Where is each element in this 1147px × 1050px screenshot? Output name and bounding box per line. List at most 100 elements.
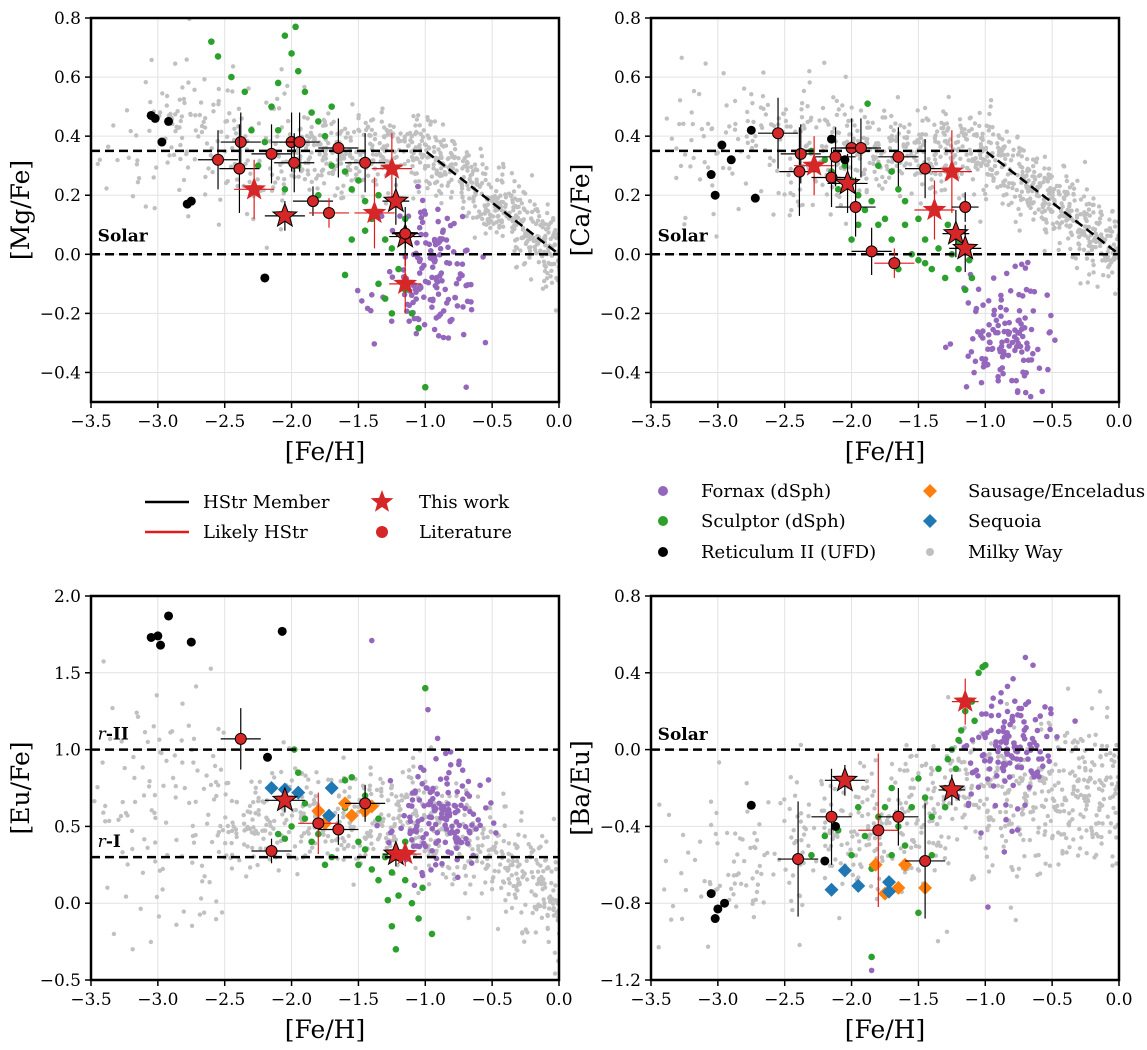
milky-way-point	[511, 208, 516, 213]
milky-way-point	[526, 842, 531, 847]
milky-way-point	[1042, 154, 1048, 159]
milky-way-point	[549, 869, 554, 874]
milky-way-point	[783, 867, 788, 872]
milky-way-point	[984, 854, 990, 859]
milky-way-point	[865, 797, 870, 802]
fornax-point	[477, 822, 484, 829]
fornax-point	[423, 831, 430, 837]
fornax-point	[975, 784, 982, 790]
milky-way-point	[532, 244, 537, 249]
milky-way-point	[864, 778, 869, 784]
milky-way-point	[421, 152, 426, 158]
milky-way-point	[483, 880, 488, 885]
milky-way-point	[1011, 147, 1016, 152]
milky-way-point	[529, 216, 534, 221]
milky-way-point	[147, 779, 152, 784]
sculptor-point	[288, 50, 295, 57]
fornax-point	[1003, 817, 1009, 823]
milky-way-point	[324, 161, 329, 166]
milky-way-point	[1042, 175, 1047, 181]
milky-way-point	[873, 758, 878, 763]
fornax-point	[443, 816, 450, 823]
milky-way-point	[151, 724, 156, 729]
fornax-point	[980, 751, 987, 758]
milky-way-point	[798, 742, 804, 748]
milky-way-point	[953, 161, 958, 166]
milky-way-point	[496, 213, 501, 219]
fornax-point	[1040, 763, 1046, 770]
milky-way-point	[129, 828, 135, 834]
milky-way-point	[411, 196, 416, 201]
milky-way-point	[541, 897, 546, 902]
milky-way-point	[439, 155, 444, 161]
milky-way-point	[195, 768, 200, 773]
sculptor-point	[281, 32, 289, 40]
milky-way-point	[1031, 805, 1036, 810]
milky-way-point	[1070, 791, 1076, 796]
milky-way-point	[980, 131, 985, 136]
milky-way-point	[432, 149, 437, 154]
milky-way-point	[306, 172, 311, 177]
milky-way-point	[1020, 169, 1025, 175]
milky-way-point	[1027, 837, 1033, 843]
milky-way-point	[454, 168, 459, 173]
milky-way-point	[196, 134, 201, 139]
milky-way-point	[857, 847, 862, 852]
milky-way-point	[1121, 835, 1125, 839]
milky-way-point	[716, 760, 722, 765]
milky-way-point	[964, 776, 970, 782]
milky-way-point	[1071, 784, 1077, 789]
milky-way-point	[822, 60, 827, 65]
milky-way-point	[273, 180, 278, 185]
milky-way-point	[325, 834, 331, 839]
milky-way-point	[656, 945, 661, 950]
milky-way-point	[799, 101, 805, 106]
milky-way-point	[332, 193, 338, 198]
milky-way-point	[809, 115, 814, 121]
milky-way-point	[499, 219, 504, 225]
sculptor-point	[861, 832, 869, 840]
milky-way-point	[978, 835, 983, 840]
milky-way-point	[826, 847, 831, 852]
milky-way-point	[985, 154, 990, 159]
milky-way-point	[314, 176, 319, 181]
milky-way-point	[315, 186, 320, 191]
milky-way-point	[124, 108, 130, 113]
milky-way-point	[710, 183, 715, 188]
milky-way-point	[1070, 769, 1075, 774]
milky-way-point	[1032, 791, 1037, 796]
milky-way-point	[1075, 795, 1081, 800]
milky-way-point	[380, 780, 385, 786]
milky-way-point	[426, 145, 432, 150]
milky-way-point	[986, 869, 992, 874]
milky-way-point	[1041, 804, 1047, 810]
hstr-star	[271, 201, 299, 228]
milky-way-point	[474, 180, 479, 185]
milky-way-point	[95, 785, 100, 790]
sculptor-point	[395, 265, 402, 273]
fornax-point	[462, 824, 469, 830]
milky-way-point	[1072, 198, 1077, 203]
milky-way-point	[164, 758, 169, 763]
annotation: Solar	[658, 725, 709, 745]
milky-way-point	[1087, 272, 1092, 277]
milky-way-point	[301, 811, 306, 816]
milky-way-point	[848, 812, 853, 817]
fornax-point	[990, 695, 996, 701]
milky-way-point	[448, 195, 454, 200]
milky-way-point	[664, 116, 669, 121]
milky-way-point	[391, 816, 396, 821]
fornax-point	[1001, 737, 1007, 744]
fornax-point	[1017, 756, 1024, 763]
milky-way-point	[385, 143, 390, 148]
milky-way-point	[761, 900, 766, 905]
fornax-point	[455, 874, 461, 881]
milky-way-point	[677, 98, 683, 103]
milky-way-point	[281, 740, 286, 745]
milky-way-point	[311, 142, 317, 148]
milky-way-point	[904, 743, 909, 748]
milky-way-point	[1094, 852, 1099, 858]
milky-way-point	[181, 909, 186, 914]
milky-way-point	[1099, 763, 1105, 768]
milky-way-point	[1031, 817, 1036, 822]
